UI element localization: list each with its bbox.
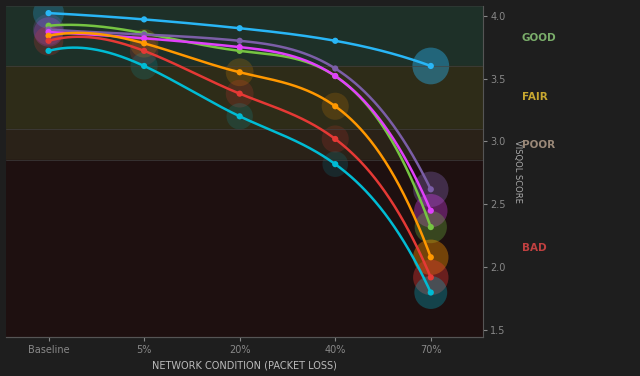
Point (426, 274, 436, 280)
Point (44, 38, 54, 44)
Point (426, 224, 436, 230)
Point (426, 186, 436, 192)
Text: GOOD: GOOD (522, 33, 556, 43)
Point (330, 161, 340, 167)
Point (330, 161, 340, 167)
Point (234, 25, 244, 31)
Point (234, 91, 244, 97)
Point (330, 38, 340, 44)
Point (426, 63, 436, 69)
Point (44, 38, 54, 44)
Point (139, 48, 149, 54)
Point (234, 113, 244, 119)
Point (44, 26, 54, 32)
Point (234, 91, 244, 97)
Point (139, 63, 149, 69)
Text: BAD: BAD (522, 243, 546, 253)
Point (426, 290, 436, 296)
Point (330, 103, 340, 109)
Point (426, 290, 436, 296)
Point (44, 33, 54, 39)
Point (139, 32, 149, 38)
Point (44, 29, 54, 35)
Point (234, 113, 244, 119)
Point (426, 186, 436, 192)
X-axis label: NETWORK CONDITION (PACKET LOSS): NETWORK CONDITION (PACKET LOSS) (152, 361, 337, 370)
Point (234, 69, 244, 75)
Point (426, 224, 436, 230)
Point (44, 26, 54, 32)
Bar (6, 160, 483, 337)
Point (426, 274, 436, 280)
Text: FAIR: FAIR (522, 92, 547, 102)
Bar (6, 129, 483, 160)
Point (426, 254, 436, 260)
Point (330, 73, 340, 79)
Point (234, 69, 244, 75)
Point (44, 48, 54, 54)
Point (234, 38, 244, 44)
Point (330, 73, 340, 79)
Point (330, 136, 340, 142)
Point (426, 208, 436, 214)
Y-axis label: VISQOL SCORE: VISQOL SCORE (513, 139, 522, 203)
Point (44, 10, 54, 16)
Point (330, 136, 340, 142)
Bar (6, 66, 483, 129)
Point (426, 254, 436, 260)
Point (139, 17, 149, 23)
Bar (6, 6, 483, 66)
Point (234, 44, 244, 50)
Point (234, 48, 244, 54)
Point (139, 63, 149, 69)
Point (330, 65, 340, 71)
Point (139, 30, 149, 36)
Point (139, 40, 149, 46)
Point (330, 103, 340, 109)
Point (426, 208, 436, 214)
Point (44, 29, 54, 35)
Point (44, 10, 54, 16)
Point (44, 23, 54, 29)
Point (139, 48, 149, 54)
Point (139, 35, 149, 41)
Point (139, 40, 149, 46)
Point (426, 63, 436, 69)
Text: POOR: POOR (522, 139, 555, 150)
